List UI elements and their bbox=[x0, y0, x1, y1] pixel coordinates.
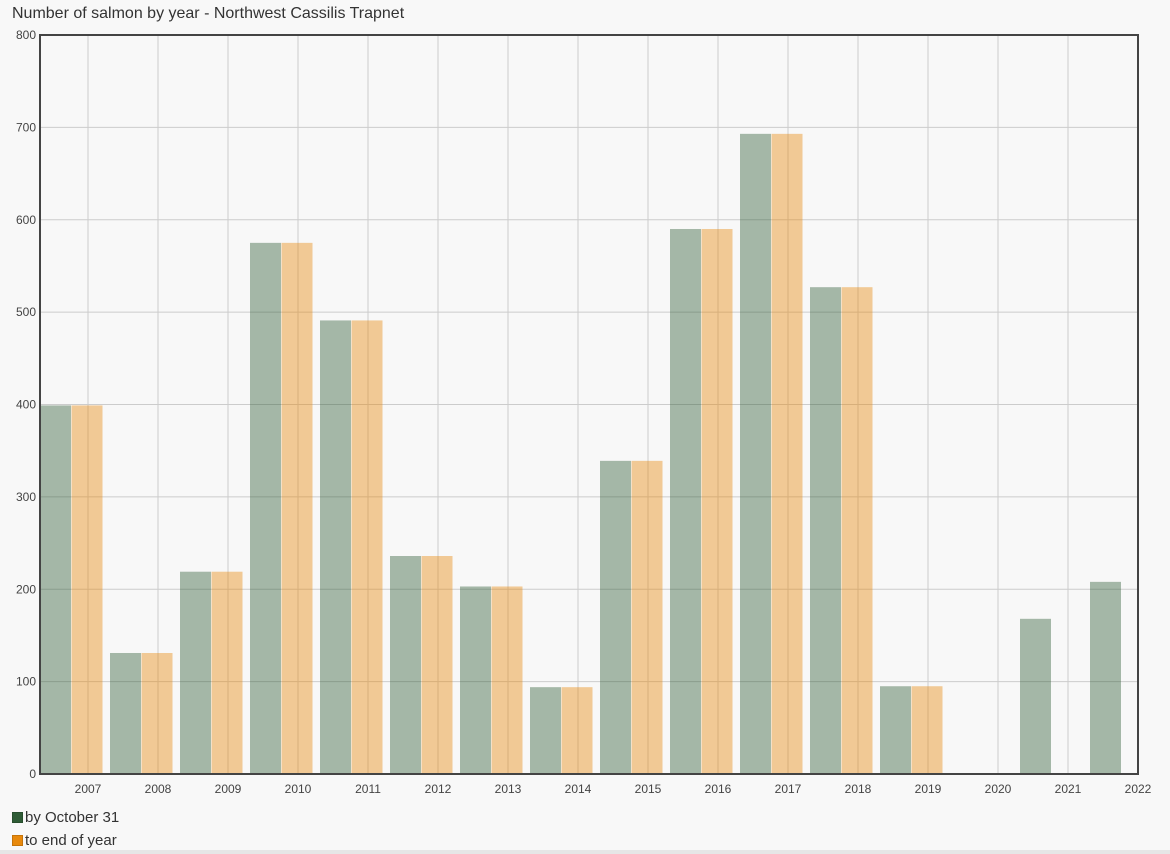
legend-item-series2[interactable]: to end of year bbox=[12, 832, 117, 849]
legend-item-series1[interactable]: by October 31 bbox=[12, 809, 119, 826]
bar-to-end-of-year-2014 bbox=[561, 687, 593, 774]
y-tick-label: 0 bbox=[29, 767, 36, 781]
bar-to-end-of-year-2018 bbox=[841, 287, 873, 774]
bar-by-october-31-2017 bbox=[740, 133, 771, 774]
x-tick-label: 2015 bbox=[635, 782, 662, 796]
bar-to-end-of-year-2016 bbox=[701, 228, 733, 775]
x-tick-label: 2017 bbox=[775, 782, 802, 796]
bar-by-october-31-2021 bbox=[1020, 618, 1051, 774]
y-tick-label: 800 bbox=[16, 28, 36, 42]
x-tick-label: 2008 bbox=[145, 782, 172, 796]
x-tick-label: 2018 bbox=[845, 782, 872, 796]
bar-to-end-of-year-2013 bbox=[491, 586, 523, 774]
chart-title: Number of salmon by year - Northwest Cas… bbox=[12, 5, 405, 22]
y-tick-label: 500 bbox=[16, 305, 36, 319]
bar-by-october-31-2016 bbox=[670, 228, 701, 775]
bottom-strip bbox=[0, 850, 1170, 854]
x-tick-label: 2010 bbox=[285, 782, 312, 796]
y-tick-label: 100 bbox=[16, 675, 36, 689]
bar-to-end-of-year-2017 bbox=[771, 133, 803, 774]
x-tick-label: 2013 bbox=[495, 782, 522, 796]
bar-by-october-31-2010 bbox=[250, 242, 281, 774]
bar-to-end-of-year-2012 bbox=[421, 555, 453, 774]
legend-label-series1: by October 31 bbox=[25, 809, 120, 826]
bar-to-end-of-year-2009 bbox=[211, 571, 243, 774]
bar-by-october-31-2009 bbox=[180, 571, 211, 774]
legend-swatch-series2 bbox=[12, 835, 23, 846]
bar-by-october-31-2022 bbox=[1090, 581, 1121, 774]
x-tick-label: 2014 bbox=[565, 782, 592, 796]
bar-layer bbox=[40, 133, 1121, 775]
x-tick-label: 2009 bbox=[215, 782, 242, 796]
x-tick-label: 2007 bbox=[75, 782, 102, 796]
x-tick-label: 2022 bbox=[1125, 782, 1152, 796]
bar-to-end-of-year-2011 bbox=[351, 320, 383, 774]
y-tick-label: 300 bbox=[16, 490, 36, 504]
x-tick-label: 2012 bbox=[425, 782, 452, 796]
bar-by-october-31-2008 bbox=[110, 652, 141, 774]
x-tick-label: 2011 bbox=[355, 782, 381, 796]
bar-to-end-of-year-2015 bbox=[631, 460, 663, 774]
bar-to-end-of-year-2019 bbox=[911, 686, 943, 774]
x-tick-label: 2016 bbox=[705, 782, 732, 796]
y-tick-label: 200 bbox=[16, 582, 36, 596]
bar-by-october-31-2019 bbox=[880, 686, 911, 774]
legend-swatch-series1 bbox=[12, 812, 23, 823]
x-tick-label: 2020 bbox=[985, 782, 1012, 796]
plot-border bbox=[39, 34, 1139, 775]
bar-by-october-31-2013 bbox=[460, 586, 491, 774]
x-tick-label: 2021 bbox=[1055, 782, 1082, 796]
bar-by-october-31-2011 bbox=[320, 320, 351, 774]
bar-by-october-31-2015 bbox=[600, 460, 631, 774]
bar-to-end-of-year-2010 bbox=[281, 242, 313, 774]
legend-label-series2: to end of year bbox=[25, 832, 117, 849]
axis-layer bbox=[39, 34, 1139, 775]
bar-to-end-of-year-2008 bbox=[141, 652, 173, 774]
bar-by-october-31-2018 bbox=[810, 287, 841, 774]
bar-by-october-31-2007 bbox=[40, 405, 71, 774]
bar-by-october-31-2014 bbox=[530, 687, 561, 774]
bar-by-october-31-2012 bbox=[390, 555, 421, 774]
y-tick-label: 600 bbox=[16, 213, 36, 227]
bar-to-end-of-year-2007 bbox=[71, 405, 103, 774]
y-tick-label: 700 bbox=[16, 120, 36, 134]
x-tick-label: 2019 bbox=[915, 782, 942, 796]
y-tick-label: 400 bbox=[16, 398, 36, 412]
label-layer: 0 100 200 300 400 500 600 700 800 2007 2008 2009 201… bbox=[16, 28, 1152, 796]
